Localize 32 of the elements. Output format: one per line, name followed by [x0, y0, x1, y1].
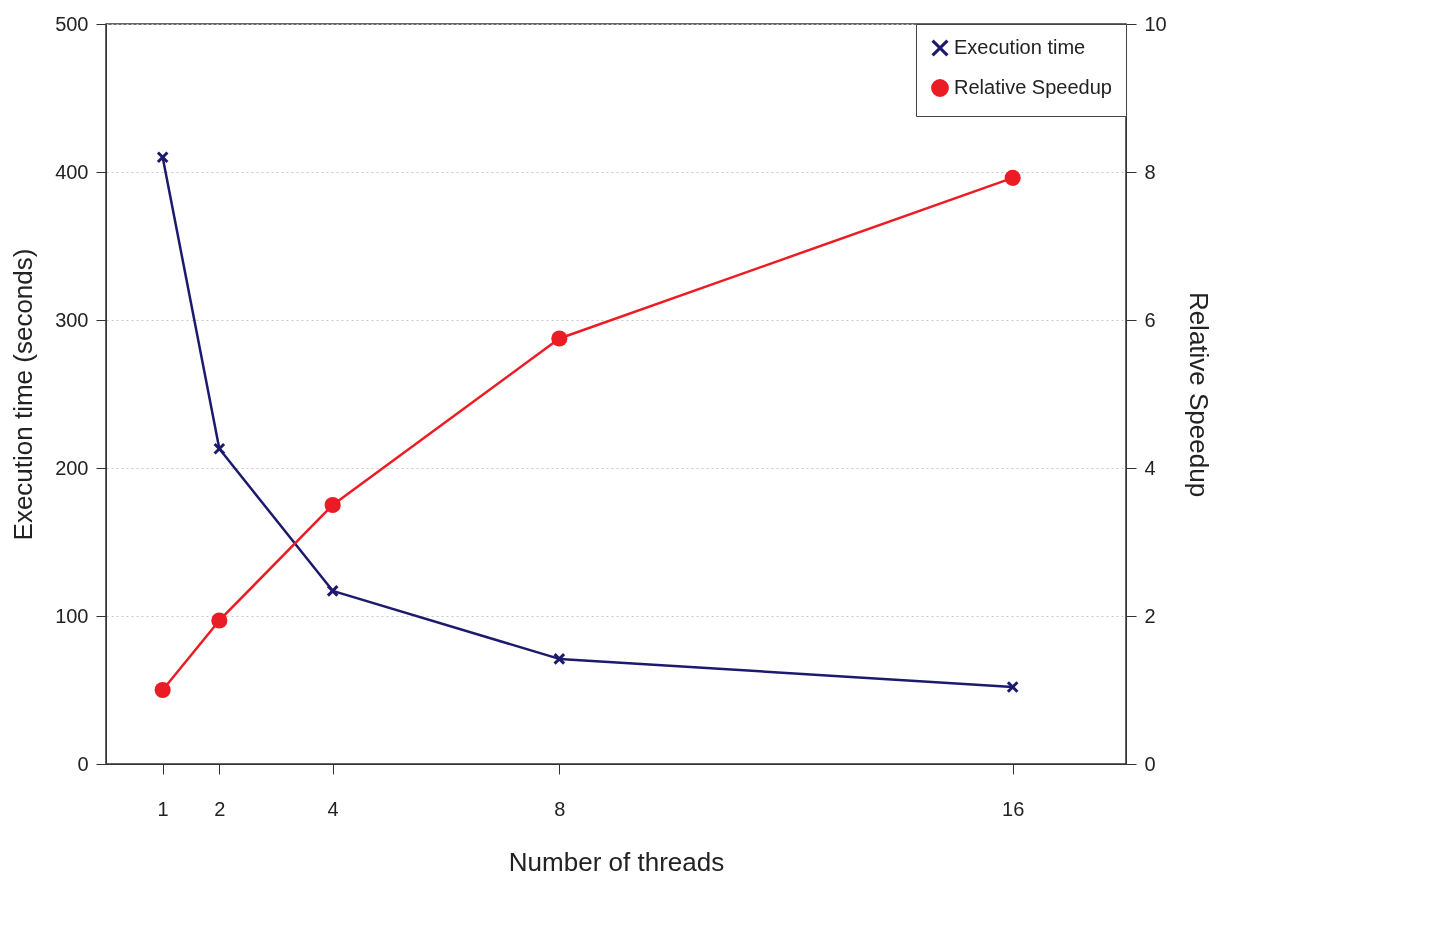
point [213, 442, 226, 455]
point [326, 584, 339, 598]
x-tick-label: 4 [327, 797, 339, 820]
x-tick-label: 1 [157, 797, 169, 820]
y-tick-label: 0 [77, 752, 89, 775]
y-tick-label: 100 [55, 604, 89, 627]
point [324, 496, 341, 514]
point [211, 612, 228, 629]
y-tick-label: 400 [55, 160, 89, 183]
point [551, 330, 568, 347]
y-tick-label: 200 [55, 456, 89, 479]
y2-tick-label: 4 [1144, 456, 1156, 479]
point [1006, 680, 1019, 694]
y2-tick-label: 2 [1144, 604, 1156, 627]
x-tick-label: 8 [554, 797, 566, 820]
x-axis-title: Number of threads [508, 846, 725, 877]
x-tick-label: 16 [1002, 797, 1025, 820]
y2-axis-title: Relative Speedup [1183, 291, 1214, 498]
legend-label: Execution time [954, 36, 1086, 58]
x-tick-label: 2 [214, 797, 226, 820]
y-axis-title: Execution time (seconds) [8, 248, 39, 541]
point [553, 652, 566, 666]
y2-tick-label: 0 [1144, 752, 1156, 775]
point [156, 150, 169, 164]
y2-tick-label: 10 [1144, 12, 1167, 35]
y-tick-label: 300 [55, 308, 89, 331]
y2-tick-label: 8 [1144, 160, 1156, 183]
legend-label: Relative Speedup [954, 76, 1112, 98]
y2-tick-label: 6 [1144, 308, 1156, 331]
point [1004, 169, 1021, 186]
y-tick-label: 500 [55, 12, 89, 35]
point [154, 681, 171, 699]
